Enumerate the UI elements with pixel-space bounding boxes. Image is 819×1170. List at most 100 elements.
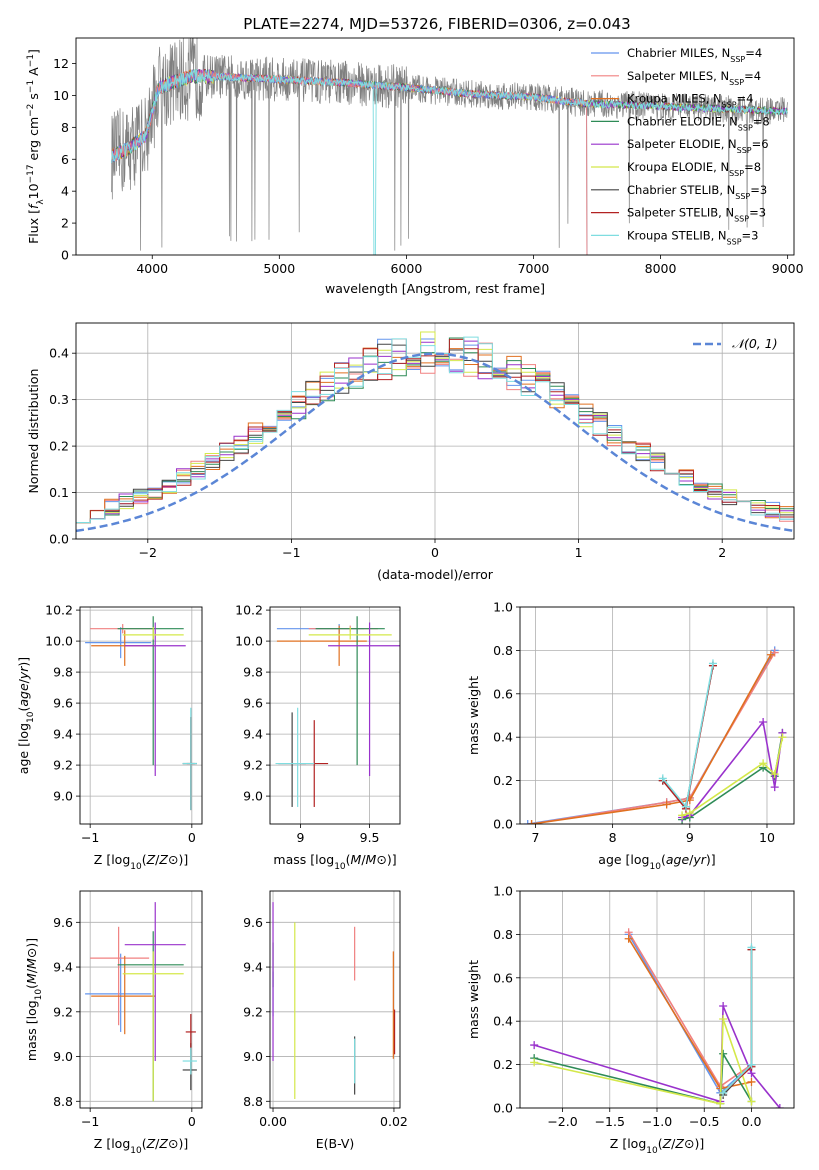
label-part: / (155, 852, 160, 867)
plot-area (523, 646, 787, 824)
panel-age_vs_Z: −1 09.09.29.49.69.810.010.2Z [log10(Z/Z⊙)… (16, 603, 203, 872)
legend-count: =3 (749, 206, 766, 220)
label-part: / (671, 1136, 676, 1151)
label-part: ⊙ (24, 948, 39, 958)
x-tick-label: 0 (188, 1114, 196, 1129)
error-bar-point (85, 627, 152, 659)
weight-marker (766, 650, 775, 659)
y-tick-label: 0.0 (493, 817, 513, 832)
x-tick-label: −2.0 (547, 1114, 577, 1129)
label-part: Z (674, 1136, 684, 1151)
y-axis-label: age [log10(age/yr)] (16, 657, 36, 774)
y-tick-label: 0.3 (49, 392, 69, 407)
axes-frame: 4000 5000 6000 7000 8000 9000 0 2 4 6 8 10 12 (53, 37, 804, 276)
legend-name: Salpeter STELIB, N (627, 206, 734, 220)
weight-series (722, 949, 753, 1096)
weight-marker (719, 1002, 728, 1011)
error-bar-point (122, 627, 184, 640)
weight-marker (770, 770, 779, 779)
y-tick-label: 0.2 (49, 439, 69, 454)
label-part: Z (146, 852, 156, 867)
label-part: M (366, 852, 377, 867)
y-tick-label: 10.0 (235, 634, 263, 649)
y-tick-label: 0.4 (493, 1014, 513, 1029)
label-part: age [log (598, 852, 649, 867)
label-part: / (155, 1136, 160, 1151)
weight-marker (747, 1077, 756, 1086)
legend-label: Chabrier ELODIE, NSSP=8 (627, 114, 770, 131)
x-tick-label: 8000 (645, 261, 677, 276)
x-axis-label: Z [log10(Z/Z⊙)] (94, 852, 188, 872)
y-tick-label: 9.2 (53, 1004, 73, 1019)
weight-marker (719, 1049, 728, 1058)
y-tick-label: 2 (61, 216, 69, 231)
label-part: r (701, 852, 707, 867)
axes-frame: 9 9.5 9.0 9.2 9.4 9.6 9.8 10.0 10.2 (235, 603, 401, 845)
label-part: −1 (26, 80, 36, 93)
x-axis-label: wavelength [Angstrom, rest frame] (325, 281, 545, 296)
label-part: / (689, 852, 694, 867)
x-tick-label: 5000 (263, 261, 295, 276)
x-axis-label: (data-model)/error (377, 567, 494, 582)
legend-label: Salpeter MILES, NSSP=4 (627, 69, 761, 87)
y-tick-label: 0.2 (493, 773, 513, 788)
label-part: ⊙ (168, 1136, 178, 1151)
x-axis-label: Z [log10(Z/Z⊙)] (610, 1136, 704, 1156)
label-part: )] (387, 852, 397, 867)
label-part: ⊙ (684, 1136, 694, 1151)
label-part: erg cm (26, 117, 41, 165)
x-tick-label: 8 (609, 830, 617, 845)
x-tick-label: 9 (296, 830, 304, 845)
weight-series (628, 931, 752, 1088)
label-part: / (16, 678, 31, 683)
x-axis-label: mass [log10(M/M⊙)] (273, 852, 396, 872)
label-part: ( (24, 984, 39, 989)
legend-name: Chabrier STELIB, N (627, 183, 735, 197)
error-bar-point (124, 902, 186, 1062)
x-tick-label: 9 (686, 830, 694, 845)
label-part: ( (658, 1136, 663, 1151)
label-part: )] (16, 657, 31, 667)
legend-sub: SSP (737, 146, 752, 155)
legend-name: Chabrier MILES, N (627, 46, 730, 60)
legend-label: Kroupa STELIB, NSSP=3 (627, 228, 758, 246)
y-tick-label: 0.6 (493, 970, 513, 985)
error-bar-point (182, 1043, 197, 1091)
weight-series (531, 652, 776, 824)
weight-marker (747, 1060, 756, 1069)
label-part: )] (178, 852, 188, 867)
label-part: 10 (26, 183, 41, 199)
legend-name: Chabrier ELODIE, N (627, 114, 738, 128)
weight-marker (523, 820, 532, 824)
label-part: −17 (26, 164, 36, 183)
y-tick-label: 0.8 (493, 927, 513, 942)
label-part: M (24, 958, 39, 969)
label-part: ( (346, 852, 351, 867)
legend-count: =4 (745, 46, 762, 60)
legend-count: =3 (742, 228, 759, 242)
error-bar-point (275, 707, 315, 807)
label-part: / (361, 852, 366, 867)
legend-label: Kroupa ELODIE, NSSP=8 (627, 160, 761, 178)
y-tick-label: 8 (61, 120, 69, 135)
legend: 𝒩(0, 1) (693, 336, 778, 351)
weight-marker (624, 934, 633, 943)
panel-mass_vs_ebv: 0.00 0.02 8.8 9.0 9.2 9.4 9.6 E(B-V) (243, 890, 408, 1151)
panel-residuals: −2 −1 0 1 2 0.0 0.1 0.2 0.3 0.4 𝒩(0, 1) (data-model… (26, 322, 795, 582)
y-tick-label: 8.8 (53, 1094, 73, 1109)
y-tick-label: 9.4 (53, 727, 73, 742)
legend-sub: SSP (730, 55, 745, 64)
x-axis-label: Z [log10(Z/Z⊙)] (94, 1136, 188, 1156)
y-tick-label: 0.0 (49, 532, 69, 547)
legend-name: Kroupa ELODIE, N (627, 160, 729, 174)
label-part: ⊙ (376, 852, 386, 867)
error-bar-point (124, 622, 186, 776)
legend-count: =8 (753, 114, 770, 128)
label-part: ( (661, 852, 666, 867)
label-part: y (692, 852, 701, 867)
y-tick-label: 9.0 (243, 789, 263, 804)
label-part: / (24, 968, 39, 973)
label-part: ] (26, 49, 41, 54)
